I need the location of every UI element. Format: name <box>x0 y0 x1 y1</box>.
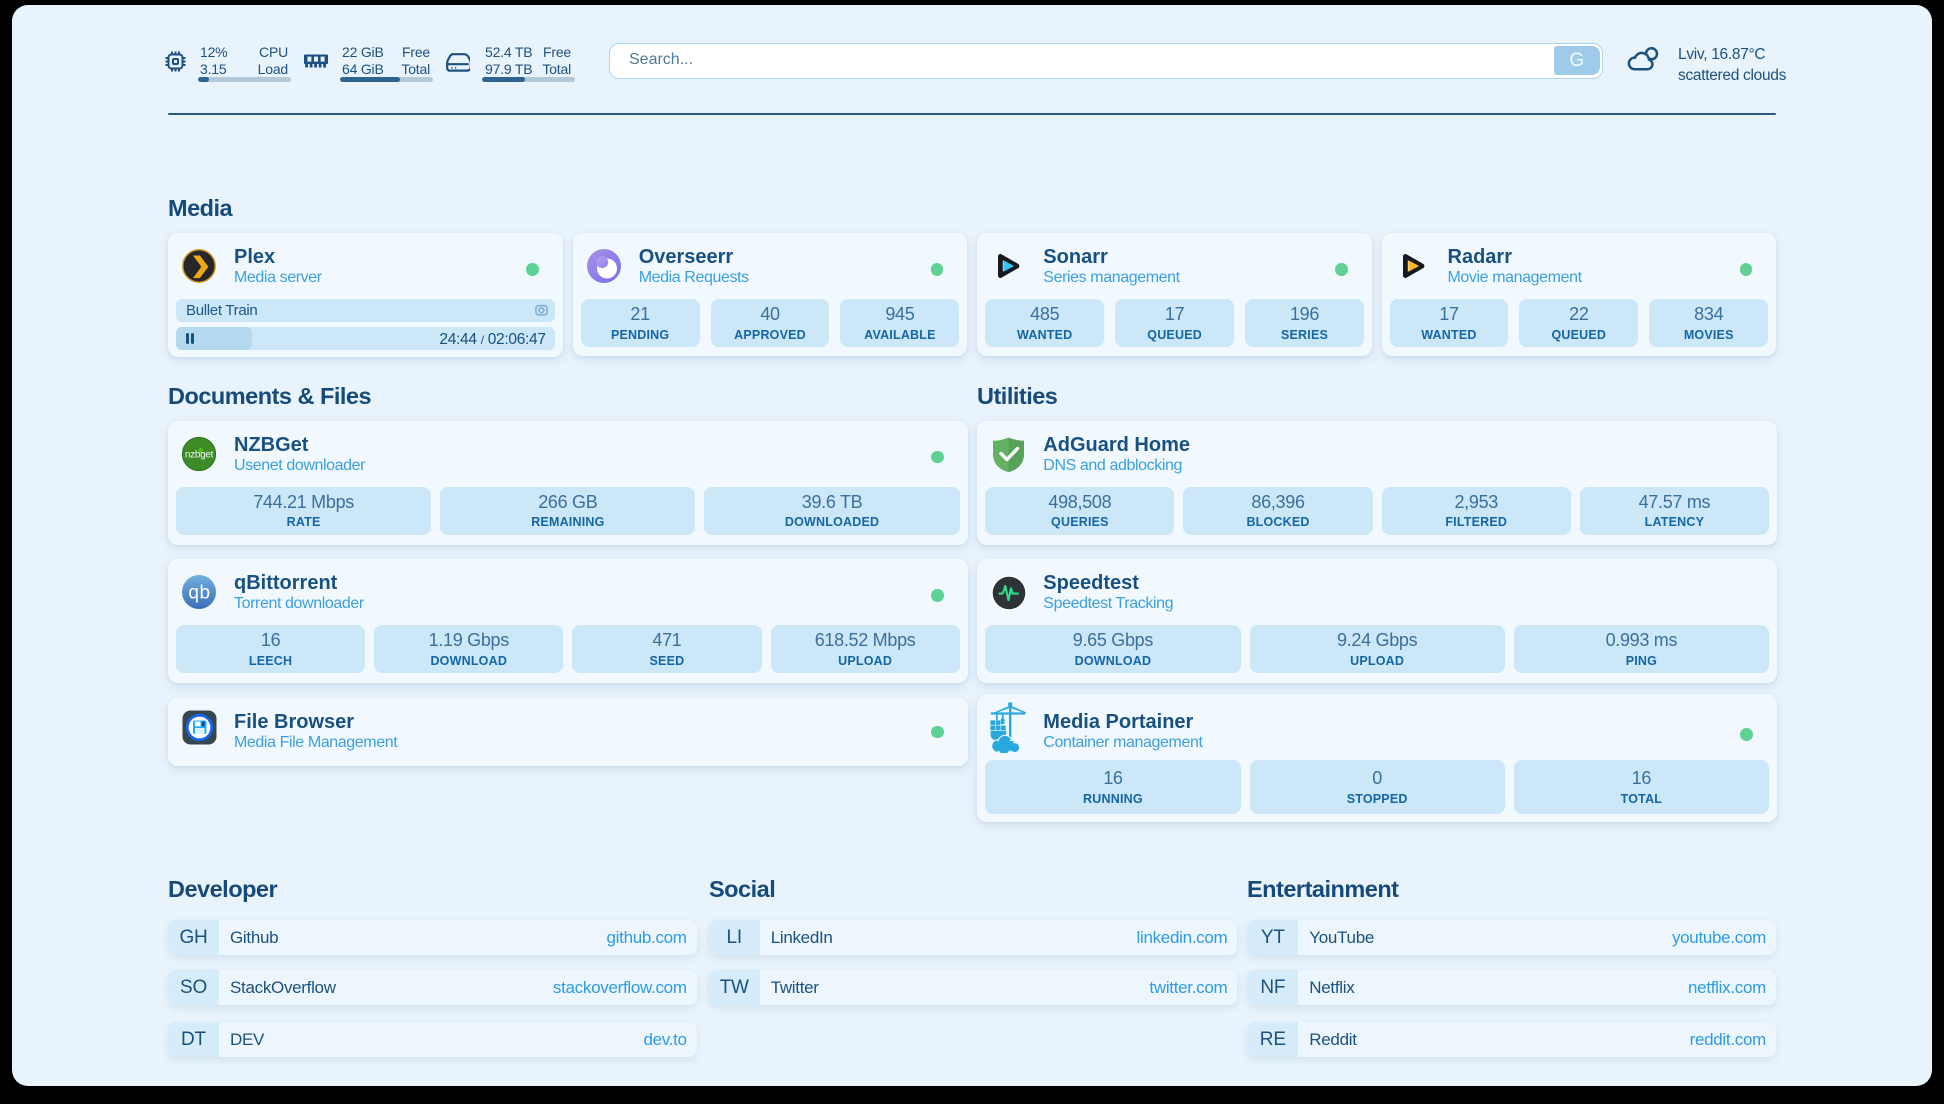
svg-text:nzbget: nzbget <box>185 449 214 460</box>
svg-text:qb: qb <box>188 583 210 604</box>
